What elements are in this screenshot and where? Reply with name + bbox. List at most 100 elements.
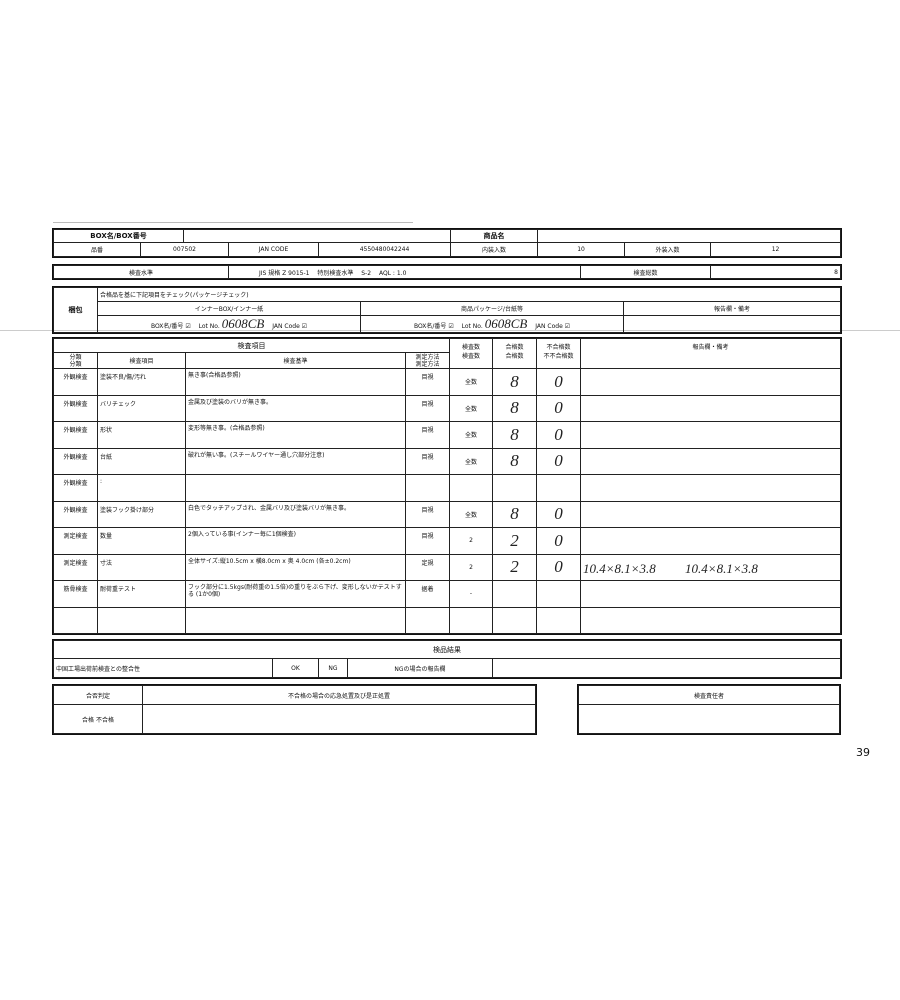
pass-cell[interactable]: 8 xyxy=(492,447,537,475)
col-standard: 検査基準 xyxy=(185,352,406,369)
table-row: 測定検査 寸法 全体サイズ:縦10.5cm x 横8.0cm x 奥 4.0cm (… xyxy=(53,553,841,581)
product-name-value[interactable] xyxy=(537,229,842,243)
col-fail: 不合格数 不不合格数 xyxy=(536,338,581,369)
remarks-cell[interactable] xyxy=(580,368,841,396)
outer-qty-label: 外装入数 xyxy=(624,242,712,257)
ng-report-value[interactable] xyxy=(491,658,842,678)
scan-line xyxy=(53,222,413,223)
fail-cell[interactable] xyxy=(536,606,581,634)
ng-option[interactable]: NG xyxy=(318,658,348,678)
table-row: 外観検査 塗装フック掛け部分 白色でタッチアップされ、金属バリ及び塗装バリが無き事。… xyxy=(53,500,841,528)
action-value[interactable] xyxy=(142,704,536,734)
pkg-checks: BOX名/番号 ☑ Lot No. 0608CB JAN Code ☑ xyxy=(360,315,624,333)
method-cell: 目視 xyxy=(405,421,450,449)
lot-value: 0608CB xyxy=(484,316,528,332)
table-row: 測定検査 数量 2個入っている事(インナー毎に1個検査) 目視 2 2 0 xyxy=(53,527,841,555)
item-cell: 塗装不良/傷/汚れ xyxy=(97,368,186,396)
jan-label: JAN CODE xyxy=(228,242,319,257)
pass-cell[interactable]: 8 xyxy=(492,368,537,396)
fail-cell[interactable]: 0 xyxy=(536,553,581,581)
table-row xyxy=(53,606,841,634)
remarks-cell[interactable] xyxy=(580,421,841,449)
fail-cell[interactable]: 0 xyxy=(536,368,581,396)
fail-cell[interactable]: 0 xyxy=(536,447,581,475)
category-cell: 外観検査 xyxy=(53,368,98,396)
fail-cell[interactable]: 0 xyxy=(536,500,581,528)
remarks-cell[interactable] xyxy=(580,447,841,475)
pass-cell[interactable]: 2 xyxy=(492,527,537,555)
method-cell xyxy=(405,606,450,634)
standard-cell: 変形等無き事。(合格品参照) xyxy=(185,421,406,449)
item-cell xyxy=(97,606,186,634)
category-cell: 測定検査 xyxy=(53,553,98,581)
pass-cell[interactable] xyxy=(492,606,537,634)
box-no-check[interactable]: BOX名/番号 ☑ xyxy=(413,323,454,330)
remarks-cell[interactable] xyxy=(580,394,841,422)
method-cell: 据着 xyxy=(405,580,450,608)
total-label: 検査総数 xyxy=(580,265,711,279)
box-no-check[interactable]: BOX名/番号 ☑ xyxy=(150,323,191,330)
standard-cell: 2個入っている事(インナー毎に1個検査) xyxy=(185,527,406,555)
lot-label: Lot No. xyxy=(461,323,483,330)
pass-cell[interactable]: 8 xyxy=(492,421,537,449)
jan-check[interactable]: JAN Code ☑ xyxy=(535,323,571,330)
count-cell: 全数 xyxy=(449,447,493,475)
remarks-cell[interactable] xyxy=(580,474,841,502)
level-table: 検査水準 JIS 規格 Z 9015-1 特別検査水準 S-2 AQL : 1.0… xyxy=(52,264,842,280)
header-table: BOX名/BOX番号 商品名 品番 007502 JAN CODE 4550480042… xyxy=(51,228,843,258)
count-cell: 2 xyxy=(449,553,493,581)
standard-cell: 無き事(合格品参照) xyxy=(185,368,406,396)
count-cell: 全数 xyxy=(449,394,493,422)
lot-label: Lot No. xyxy=(198,323,220,330)
table-row: 外観検査 塗装不良/傷/汚れ 無き事(合格品参照) 目視 全数 8 0 xyxy=(53,368,841,396)
standard-cell: 全体サイズ:縦10.5cm x 横8.0cm x 奥 4.0cm (各±0.2c… xyxy=(185,553,406,581)
inner-qty: 10 xyxy=(537,242,626,257)
package-label: 梱包 xyxy=(53,287,98,333)
pass-cell[interactable]: 8 xyxy=(492,394,537,422)
pass-cell[interactable] xyxy=(492,580,537,608)
jan-code: 4550480042244 xyxy=(317,242,452,257)
method-cell: 目視 xyxy=(405,500,450,528)
fail-cell[interactable]: 0 xyxy=(536,527,581,555)
standard-cell: 白色でタッチアップされ、金属バリ及び塗装バリが無き事。 xyxy=(185,500,406,528)
remarks-cell[interactable] xyxy=(580,527,841,555)
item-cell: 塗装フック掛け部分 xyxy=(97,500,186,528)
part-no: 007502 xyxy=(140,242,229,257)
package-table: 梱包 合格品を基に下記項目をチェック(パッケージチェック) インナーBOX/インナ… xyxy=(51,286,843,334)
category-cell: 測定検査 xyxy=(53,527,98,555)
count-cell: 全数 xyxy=(449,368,493,396)
remarks-value[interactable] xyxy=(622,315,842,333)
inner-checks: BOX名/番号 ☑ Lot No. 0608CB JAN Code ☑ xyxy=(97,315,361,333)
pkg-title: 商品パッケージ/台紙等 xyxy=(360,301,624,316)
fail-cell[interactable]: 0 xyxy=(536,394,581,422)
standard-cell xyxy=(185,474,406,502)
item-cell: : xyxy=(97,474,186,502)
responsible-table: 検査責任者 xyxy=(577,684,841,735)
inner-qty-label: 内装入数 xyxy=(450,242,539,257)
item-cell: 台紙 xyxy=(97,447,186,475)
product-name-label: 商品名 xyxy=(450,229,539,243)
pass-cell[interactable] xyxy=(492,474,537,502)
action-label: 不合格の場合の応急処置及び是正処置 xyxy=(142,685,536,705)
table-row: 外観検査 バリチェック 金属及び塗装のバリが無き事。 目視 全数 8 0 xyxy=(53,394,841,422)
remarks-title: 報告欄・備考 xyxy=(622,301,842,316)
remarks-cell[interactable] xyxy=(580,606,841,634)
pass-cell[interactable]: 8 xyxy=(492,500,537,528)
ok-option[interactable]: OK xyxy=(272,658,319,678)
fail-cell[interactable] xyxy=(536,580,581,608)
remarks-cell[interactable] xyxy=(580,500,841,528)
fail-cell[interactable] xyxy=(536,474,581,502)
col-count: 検査数 検査数 xyxy=(449,338,493,369)
fail-cell[interactable]: 0 xyxy=(536,421,581,449)
responsible-value[interactable] xyxy=(578,704,840,734)
remarks-cell[interactable]: 10.4×8.1×3.8 10.4×8.1×3.8 xyxy=(580,553,841,581)
page-number: 39 xyxy=(856,746,870,759)
lot-value: 0608CB xyxy=(221,316,265,332)
box-value[interactable] xyxy=(182,229,452,243)
pass-cell[interactable]: 2 xyxy=(492,553,537,581)
method-cell: 定規 xyxy=(405,553,450,581)
item-cell: バリチェック xyxy=(97,394,186,422)
judgement-options[interactable]: 合格 不合格 xyxy=(53,704,143,734)
remarks-cell[interactable] xyxy=(580,580,841,608)
jan-check[interactable]: JAN Code ☑ xyxy=(272,323,308,330)
